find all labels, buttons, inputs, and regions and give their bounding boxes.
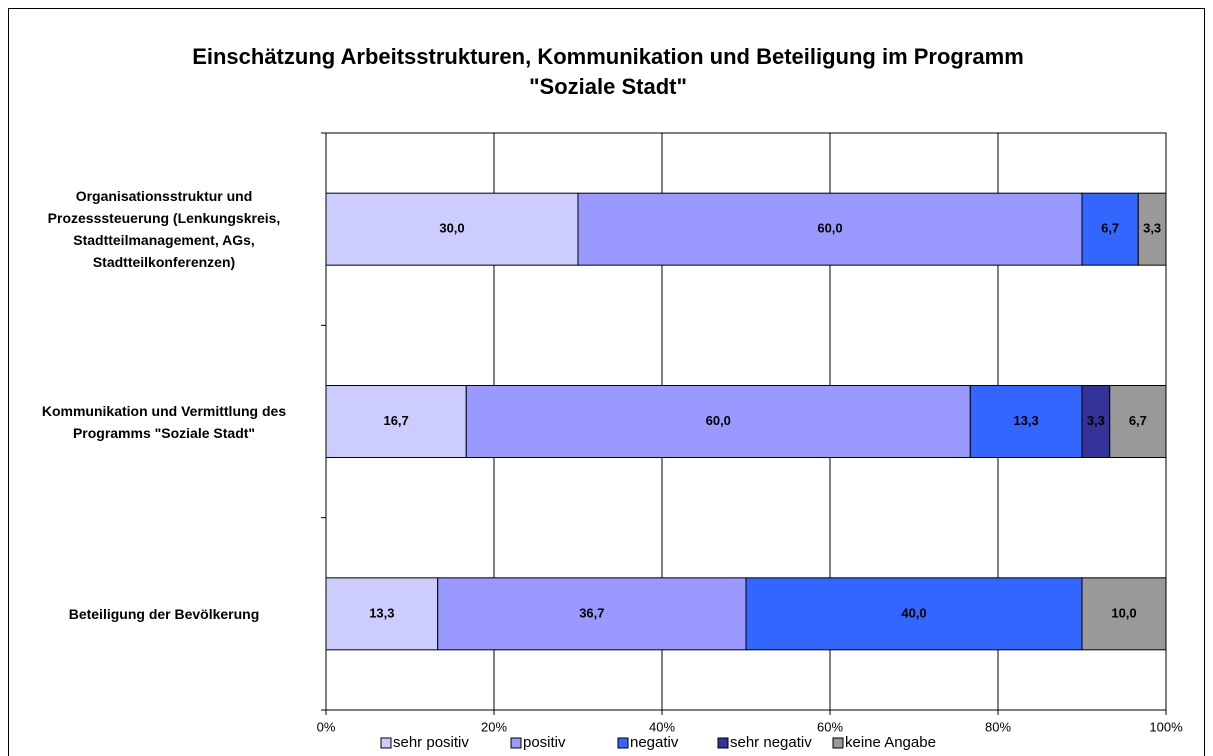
legend-swatch: [717, 737, 729, 749]
y-tick-label: Beteiligung der Bevölkerung: [68, 605, 260, 622]
legend-label: sehr positiv: [393, 734, 469, 751]
data-label: 13,3: [1013, 413, 1038, 428]
bar-segment: [437, 577, 747, 651]
data-label: 6,7: [1129, 413, 1147, 428]
x-tick-label: 0%: [317, 719, 336, 734]
x-tick-label: 80%: [985, 719, 1011, 734]
bar-segment: [1081, 577, 1167, 651]
legend-swatch: [380, 737, 392, 749]
legend-swatch: [617, 737, 629, 749]
bar-segment: [325, 192, 579, 266]
bar-segment: [465, 385, 971, 458]
data-label: 36,7: [579, 605, 604, 620]
bar-segment: [325, 577, 439, 651]
data-label: 60,0: [706, 413, 731, 428]
x-tick-label: 60%: [817, 719, 843, 734]
bar-segment: [1109, 385, 1167, 458]
bar-segment: [325, 385, 467, 458]
legend-label: keine Angabe: [845, 734, 936, 751]
x-tick-label: 20%: [481, 719, 507, 734]
y-tick-label: Kommunikation und Vermittlung des Progra…: [41, 402, 287, 441]
bar-segment: [745, 577, 1083, 651]
legend-swatch: [832, 737, 844, 749]
data-label: 40,0: [901, 605, 926, 620]
x-tick-label: 100%: [1149, 719, 1183, 734]
bar-segment: [577, 192, 1083, 266]
legend-label: positiv: [523, 734, 566, 751]
y-tick-label: Organisationsstruktur und Prozesssteueru…: [47, 188, 281, 271]
bar-segment: [1137, 192, 1167, 266]
data-label: 13,3: [369, 605, 394, 620]
data-label: 3,3: [1143, 221, 1161, 236]
data-label: 16,7: [383, 413, 408, 428]
legend-swatch: [510, 737, 522, 749]
data-label: 10,0: [1111, 605, 1136, 620]
chart-title: Einschätzung Arbeitsstrukturen, Kommunik…: [192, 44, 1024, 99]
bar-segment: [969, 385, 1083, 458]
x-tick-label: 40%: [649, 719, 675, 734]
legend-label: sehr negativ: [730, 734, 812, 751]
data-label: 30,0: [439, 221, 464, 236]
data-label: 60,0: [817, 221, 842, 236]
data-label: 6,7: [1101, 221, 1119, 236]
data-label: 3,3: [1087, 413, 1105, 428]
legend-label: negativ: [630, 734, 679, 751]
